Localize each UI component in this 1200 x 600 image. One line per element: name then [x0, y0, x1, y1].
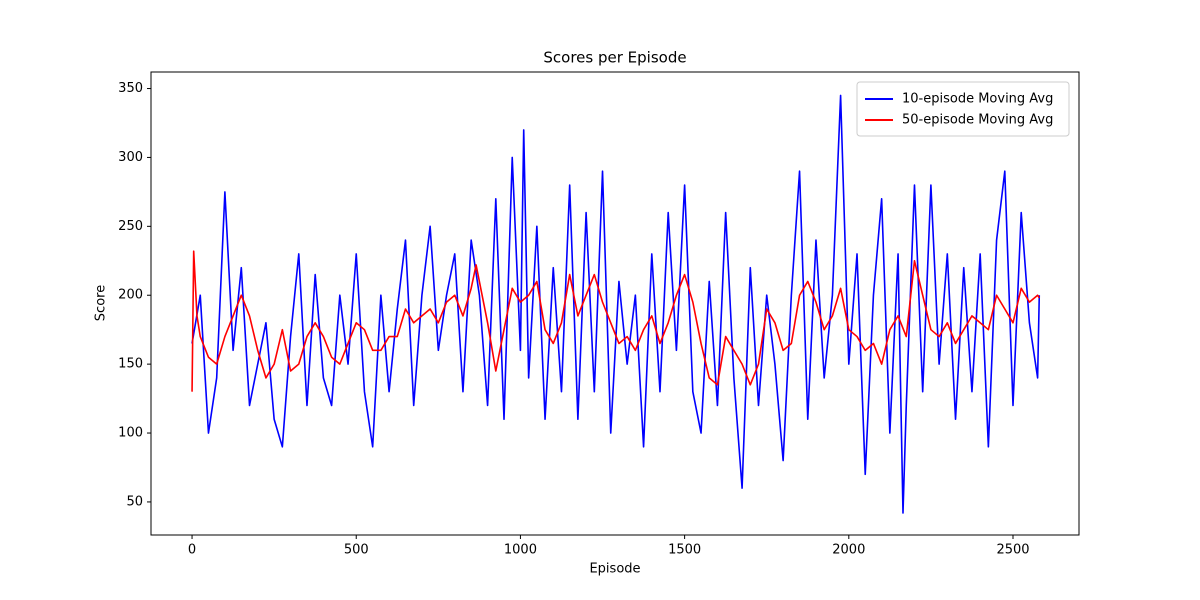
y-tick-label: 100: [118, 426, 143, 441]
y-tick-label: 150: [118, 357, 143, 372]
x-tick-label: 2000: [832, 543, 865, 558]
x-tick-label: 1000: [504, 543, 537, 558]
x-axis-label: Episode: [589, 562, 640, 577]
x-tick-label: 500: [344, 543, 369, 558]
x-tick-label: 1500: [668, 543, 701, 558]
y-tick-label: 350: [118, 81, 143, 96]
y-tick-label: 200: [118, 288, 143, 303]
x-tick-label: 2500: [996, 543, 1029, 558]
legend-box: [856, 81, 1070, 137]
legend: 10-episode Moving Avg 50-episode Moving A…: [856, 81, 1070, 137]
legend-label: 10-episode Moving Avg: [902, 92, 1053, 107]
chart-title: Scores per Episode: [543, 49, 686, 67]
y-tick-label: 50: [126, 494, 143, 509]
plot-frame: [150, 71, 1080, 536]
y-tick-label: 300: [118, 150, 143, 165]
y-tick-label: 250: [118, 219, 143, 234]
legend-label: 50-episode Moving Avg: [902, 113, 1053, 128]
y-axis-label: Score: [94, 285, 109, 321]
series-line: [191, 94, 1041, 514]
x-tick-label: 0: [188, 543, 196, 558]
series-line: [191, 250, 1040, 392]
